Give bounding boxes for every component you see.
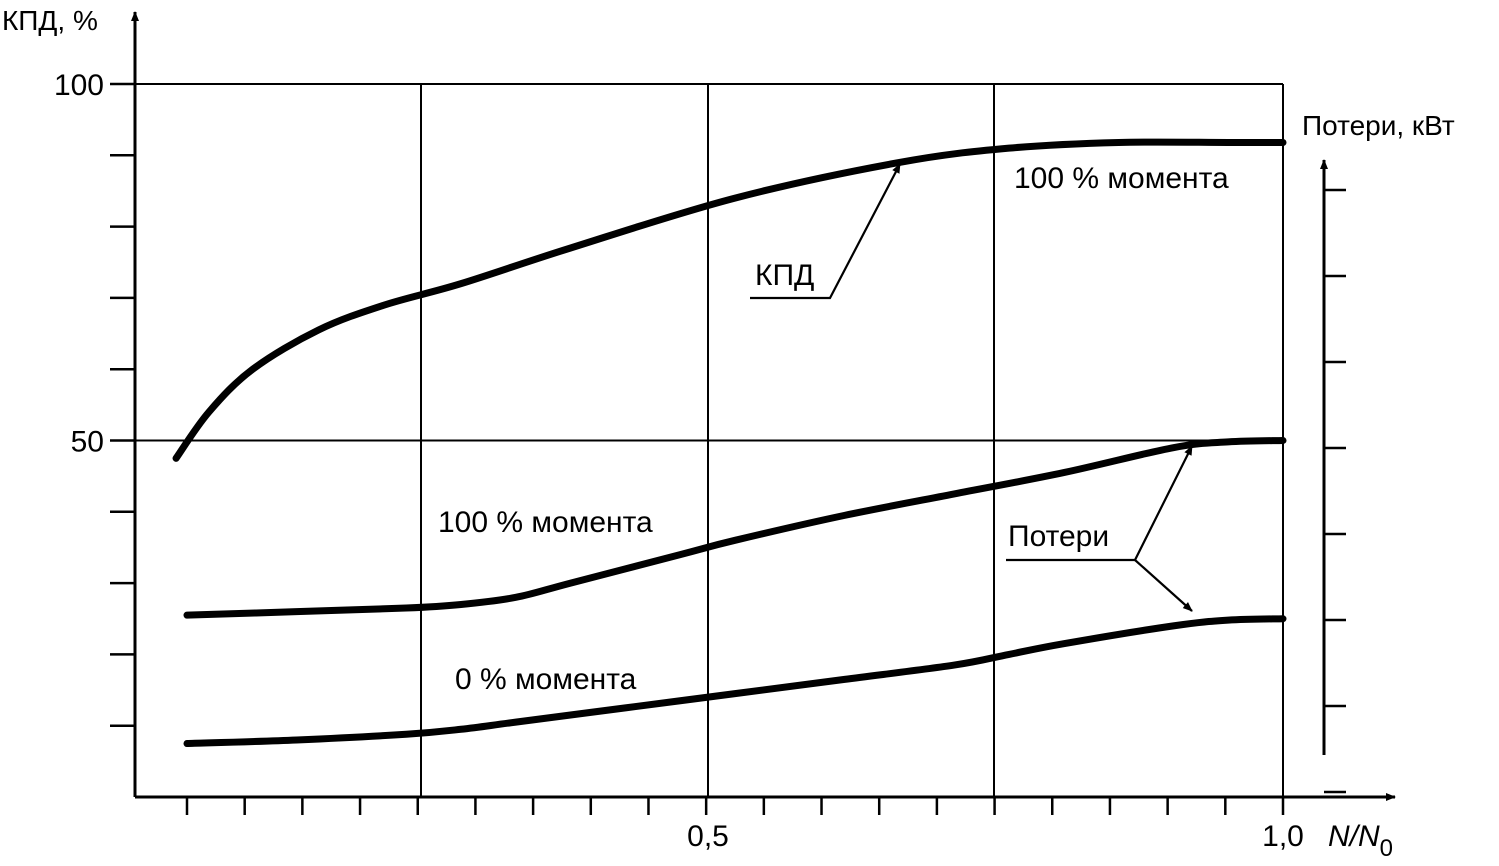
leaders-layer — [750, 163, 1193, 612]
x-tick-label: 0,5 — [687, 820, 729, 853]
ticks-layer — [110, 82, 1346, 815]
curve-losses-zero-torque — [183, 615, 1287, 748]
annotation-losses-zero-torque: 0 % момента — [455, 663, 637, 696]
y-tick-labels: 100 50 — [54, 69, 104, 459]
x-axis-title-main: N/N — [1328, 820, 1380, 853]
curves-layer — [172, 138, 1287, 748]
x-axis-title: N/N0 — [1328, 820, 1393, 862]
annotation-efficiency-label: КПД — [755, 259, 814, 292]
x-tick-labels: 0,5 1,0 — [687, 820, 1304, 853]
annotation-losses-label: Потери — [1008, 520, 1109, 553]
curve-efficiency — [172, 138, 1287, 462]
axes-layer — [131, 11, 1396, 801]
annotation-efficiency-torque: 100 % момента — [1014, 162, 1229, 195]
y2-axis-title: Потери, кВт — [1302, 110, 1455, 141]
curve-losses-full-torque — [183, 437, 1287, 619]
leader-efficiency — [750, 163, 901, 300]
y-axis-title: КПД, % — [2, 5, 98, 36]
x-tick-label: 1,0 — [1262, 820, 1304, 853]
x-axis-title-subscript: 0 — [1380, 835, 1393, 862]
leader-losses-zero — [1134, 559, 1193, 612]
y-tick-label: 100 — [54, 69, 104, 102]
annotation-losses-full-torque: 100 % момента — [438, 506, 653, 539]
y-tick-label: 50 — [71, 426, 104, 459]
